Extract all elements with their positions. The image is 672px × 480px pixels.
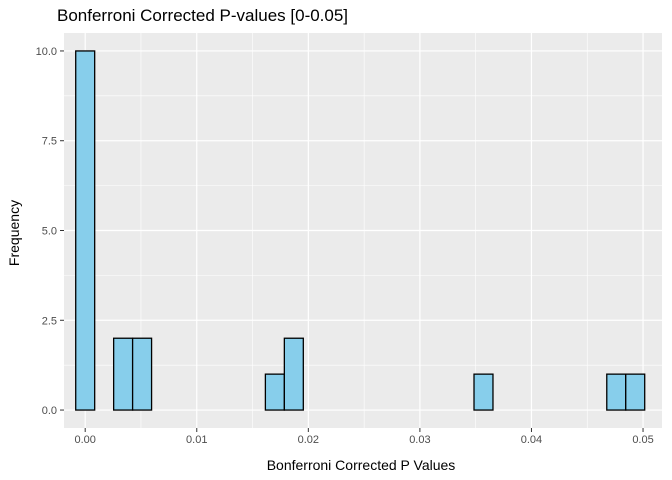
histogram-bar [264,373,285,411]
y-tick-label: 5.0 [42,226,57,238]
x-tick-label: 0.01 [186,434,207,446]
histogram-bar [625,373,646,411]
y-tick-label: 7.5 [42,136,57,148]
histogram-bar [75,50,96,411]
x-tick-label: 0.03 [409,434,430,446]
x-tick-label: 0.04 [521,434,542,446]
histogram-bar [473,373,494,411]
x-tick-label: 0.00 [74,434,95,446]
y-axis-title: Frequency [6,200,22,266]
histogram-bars [75,50,646,411]
histogram-bar [283,337,304,411]
y-axis: 0.0 2.5 5.0 7.5 10.0 [36,46,64,417]
histogram-bar [131,337,153,411]
histogram-bar [112,337,134,411]
x-axis: 0.00 0.01 0.02 0.03 0.04 0.05 [74,428,654,446]
y-tick-label: 10.0 [36,46,57,58]
x-axis-title: Bonferroni Corrected P Values [267,457,456,473]
chart-title: Bonferroni Corrected P-values [0-0.05] [57,6,348,25]
x-tick-label: 0.02 [298,434,319,446]
histogram-bar [606,373,627,411]
y-tick-label: 2.5 [42,315,57,327]
x-tick-label: 0.05 [632,434,653,446]
y-tick-label: 0.0 [42,405,57,417]
